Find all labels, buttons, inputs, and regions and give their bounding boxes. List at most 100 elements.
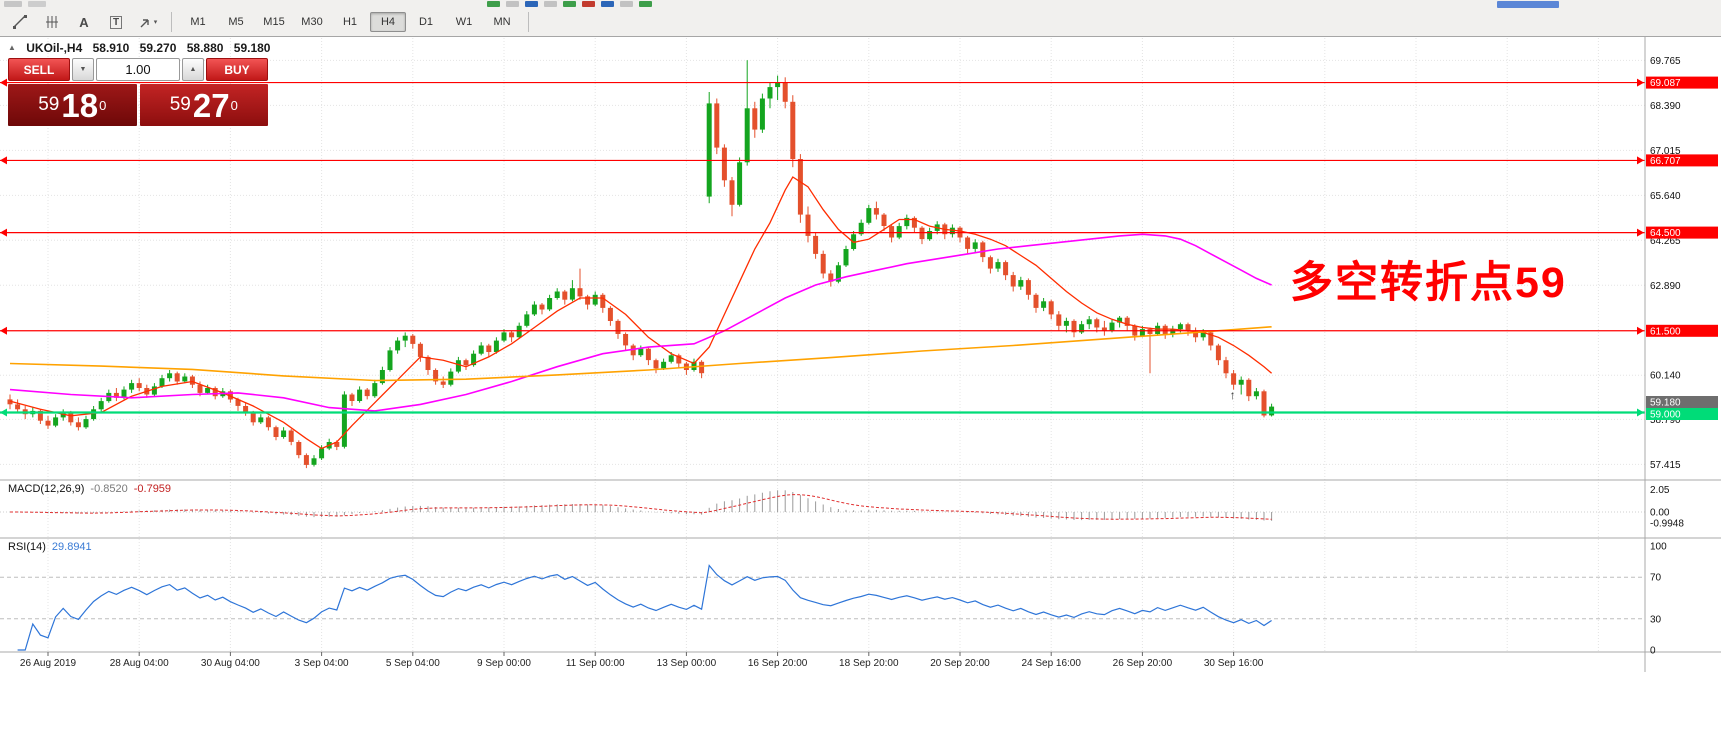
rsi-label: RSI(14) 29.8941 — [8, 541, 98, 553]
main-toolbar: A T ▾ M1 M5 M15 M30 H1 H4 D1 W1 MN — [0, 0, 1721, 37]
timeframe-button-h1[interactable]: H1 — [342, 16, 358, 28]
macd-scale-label: -0.9948 — [1650, 518, 1684, 529]
macd-histogram — [17, 490, 1273, 521]
current-price-tag: 59.180 — [1650, 398, 1681, 409]
clipped-icon — [487, 1, 500, 7]
ohlc-close: 59.180 — [233, 41, 271, 55]
text-label-tool-button[interactable]: T — [102, 10, 130, 34]
toolbar-row: A T ▾ M1 M5 M15 M30 H1 H4 D1 W1 MN — [0, 0, 1721, 35]
price-axis-label: 67.015 — [1650, 146, 1681, 157]
clipped-icon — [525, 1, 538, 7]
toolbar-separator — [171, 12, 172, 32]
text-tool-glyph: A — [79, 14, 89, 30]
level-price-tag: 59.000 — [1650, 410, 1681, 421]
crosshair-icon[interactable] — [38, 10, 66, 34]
up-arrow-mark: ↑ — [1230, 388, 1236, 402]
text-tool-button[interactable]: A — [70, 10, 98, 34]
timeframe-button-w1[interactable]: W1 — [455, 16, 473, 28]
macd-title: MACD(12,26,9) — [8, 483, 85, 495]
clipped-icon — [620, 1, 633, 7]
clipped-icon — [4, 1, 22, 7]
timeframe-button-d1[interactable]: D1 — [418, 16, 434, 28]
trade-prices-row: 59 18 0 59 27 0 — [8, 84, 268, 126]
price-axis-label: 64.265 — [1650, 236, 1681, 247]
sell-price-whole: 59 — [38, 94, 60, 115]
grid — [0, 38, 1645, 652]
sell-button[interactable]: SELL — [8, 58, 70, 81]
time-axis-label: 26 Sep 20:00 — [1113, 658, 1173, 669]
clipped-icon — [582, 1, 595, 7]
time-axis-label: 28 Aug 04:00 — [110, 658, 169, 669]
timeframe-button-m15[interactable]: M15 — [263, 16, 285, 28]
time-axis-label: 24 Sep 16:00 — [1021, 658, 1081, 669]
volume-input[interactable] — [96, 58, 180, 81]
level-price-tag: 61.500 — [1650, 326, 1681, 337]
rsi-title: RSI(14) — [8, 541, 46, 553]
clipped-icon — [506, 1, 519, 7]
one-click-toggle-icon[interactable]: ▲ — [8, 43, 16, 52]
rsi-value: 29.8941 — [51, 541, 92, 553]
time-axis-label: 26 Aug 2019 — [20, 658, 77, 669]
line-studies-icon[interactable] — [6, 10, 34, 34]
volume-increase-button[interactable]: ▲ — [182, 58, 204, 81]
time-axis-label: 16 Sep 20:00 — [748, 658, 808, 669]
level-price-tag: 64.500 — [1650, 228, 1681, 239]
clipped-scrollbar — [1497, 1, 1559, 8]
time-axis-label: 30 Aug 04:00 — [201, 658, 260, 669]
macd-signal-line — [10, 494, 1272, 520]
chevron-down-icon: ▾ — [153, 19, 158, 26]
buy-button[interactable]: BUY — [206, 58, 268, 81]
time-axis-label: 20 Sep 20:00 — [930, 658, 990, 669]
buy-price-point: 0 — [230, 97, 238, 113]
timeframe-bar: M1 M5 M15 M30 H1 H4 D1 W1 MN — [179, 12, 521, 32]
timeframe-button-m30[interactable]: M30 — [301, 16, 323, 28]
buy-price-pips: 27 — [192, 86, 230, 124]
candles — [7, 60, 1275, 469]
timeframe-button-h4[interactable]: H4 — [370, 12, 406, 32]
ma-fast-red-line — [9, 176, 1273, 450]
trade-controls-row: SELL ▼ ▲ BUY — [8, 58, 268, 81]
toolbar-clipped-row — [0, 0, 1721, 8]
timeframe-button-mn[interactable]: MN — [493, 16, 511, 28]
price-axis-label: 69.765 — [1650, 56, 1681, 67]
ohlc-low: 58.880 — [186, 41, 224, 55]
text-label-glyph: T — [109, 15, 123, 29]
time-axis-label: 3 Sep 04:00 — [295, 658, 349, 669]
price-axis-label: 58.790 — [1650, 415, 1681, 426]
level-price-tag: 69.087 — [1650, 78, 1681, 89]
clipped-icon — [601, 1, 614, 7]
timeframe-button-m5[interactable]: M5 — [228, 16, 244, 28]
clipped-icon — [28, 1, 46, 7]
time-axis-label: 9 Sep 00:00 — [477, 658, 531, 669]
time-axis-label: 30 Sep 16:00 — [1204, 658, 1264, 669]
volume-decrease-button[interactable]: ▼ — [72, 58, 94, 81]
buy-price-display[interactable]: 59 27 0 — [139, 84, 268, 126]
price-axis-label: 62.890 — [1650, 281, 1681, 292]
price-axis-label: 57.415 — [1650, 460, 1681, 471]
rsi-line — [17, 564, 1272, 651]
macd-value-main: -0.8520 — [90, 483, 128, 495]
level-price-tag: 66.707 — [1650, 156, 1681, 167]
symbol-name: UKOil-,H4 — [26, 41, 83, 55]
arrow-tools-button[interactable]: ▾ — [134, 10, 162, 34]
sell-price-display[interactable]: 59 18 0 — [8, 84, 137, 126]
macd-label: MACD(12,26,9) -0.8520 -0.7959 — [8, 483, 177, 495]
sell-price-point: 0 — [99, 97, 107, 113]
rsi-scale-label: 30 — [1650, 614, 1662, 625]
clipped-icon — [544, 1, 557, 7]
toolbar-separator — [528, 12, 529, 32]
time-axis-label: 11 Sep 00:00 — [566, 658, 625, 669]
ma-slow-orange-line — [9, 326, 1272, 382]
macd-scale-label: 2.05 — [1650, 485, 1670, 496]
timeframe-button-m1[interactable]: M1 — [190, 16, 206, 28]
price-axis-label: 68.390 — [1650, 101, 1681, 112]
ohlc-open: 58.910 — [92, 41, 130, 55]
symbol-ohlc-line: ▲ UKOil-,H4 58.910 59.270 58.880 59.180 — [8, 41, 277, 55]
chart-annotation-text: 多空转折点59 — [1290, 259, 1567, 307]
clipped-icon — [563, 1, 576, 7]
time-axis-label: 18 Sep 20:00 — [839, 658, 899, 669]
time-axis-label: 13 Sep 00:00 — [657, 658, 717, 669]
